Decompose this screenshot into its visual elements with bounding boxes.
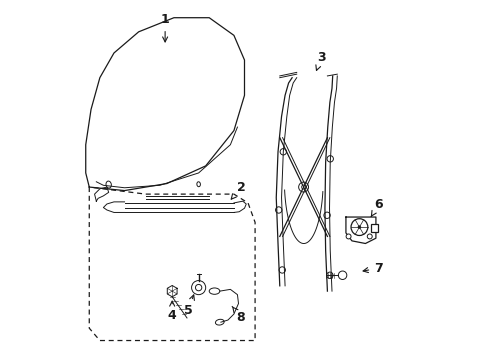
Bar: [371, 224, 377, 231]
Circle shape: [298, 182, 308, 192]
Text: 8: 8: [232, 306, 245, 324]
Ellipse shape: [106, 181, 111, 188]
Ellipse shape: [209, 288, 219, 294]
Circle shape: [280, 149, 286, 155]
Polygon shape: [345, 217, 375, 243]
Ellipse shape: [197, 182, 200, 187]
Text: 2: 2: [231, 181, 245, 199]
Circle shape: [346, 234, 350, 239]
Circle shape: [275, 207, 281, 213]
Circle shape: [191, 280, 205, 294]
Circle shape: [357, 226, 360, 229]
Circle shape: [338, 271, 346, 279]
Circle shape: [195, 284, 202, 291]
Circle shape: [279, 267, 285, 273]
Text: 5: 5: [183, 295, 194, 317]
Text: 1: 1: [161, 13, 169, 42]
Text: 6: 6: [370, 198, 382, 216]
Text: 3: 3: [315, 51, 325, 71]
Text: 7: 7: [363, 262, 382, 275]
Circle shape: [323, 212, 329, 219]
Circle shape: [366, 234, 371, 239]
Text: 4: 4: [167, 301, 176, 322]
Circle shape: [326, 156, 333, 162]
Circle shape: [326, 272, 332, 278]
Ellipse shape: [215, 319, 224, 325]
Polygon shape: [167, 285, 177, 297]
